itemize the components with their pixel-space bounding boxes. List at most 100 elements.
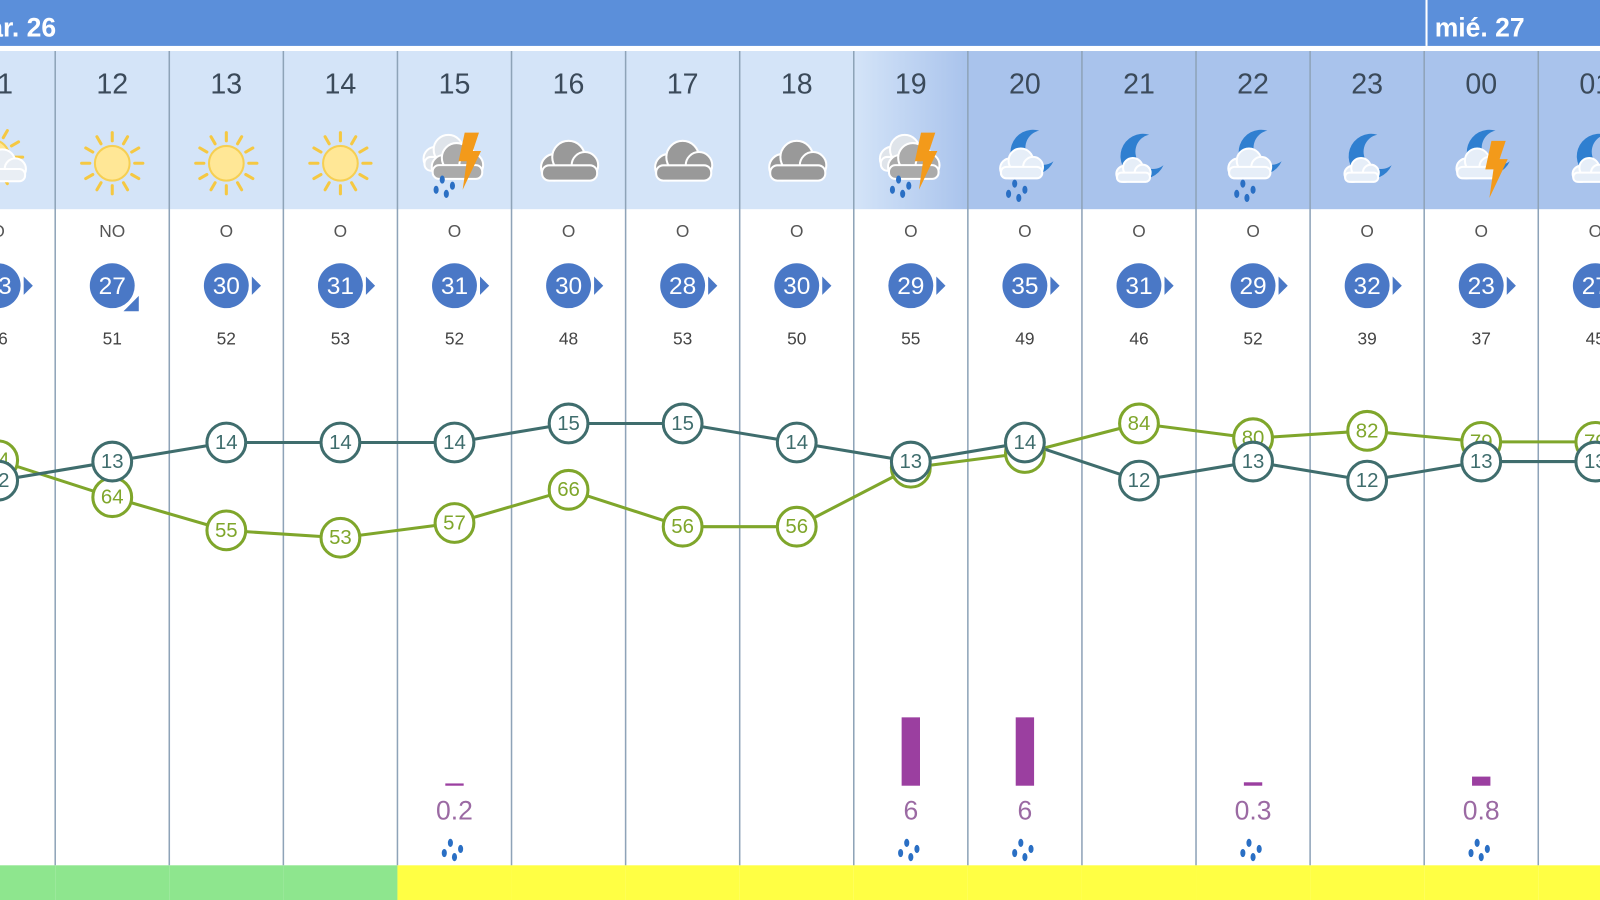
rain-drop	[451, 853, 458, 862]
humidity-point	[205, 509, 248, 552]
wind-gust: 37	[1472, 328, 1491, 348]
uv-strip	[853, 865, 968, 900]
rain-drop	[1012, 179, 1018, 188]
temperature-label: 15	[557, 413, 580, 435]
rain-drop	[1006, 189, 1012, 198]
wind-direction: O	[676, 221, 689, 241]
rain-drop	[898, 848, 904, 858]
hour-label: 18	[781, 68, 813, 100]
sun-ray	[84, 146, 95, 154]
cloud	[0, 148, 27, 183]
sun-ray	[323, 135, 331, 146]
wind-badge	[317, 263, 363, 309]
day-label: mié. 27	[1435, 13, 1525, 43]
wind-arrow	[1278, 276, 1288, 295]
temperature-point	[205, 421, 248, 464]
wind-badge	[1344, 263, 1390, 309]
temperature-label: 13	[101, 451, 124, 473]
hour-cell	[511, 51, 626, 210]
wind-arrow	[365, 276, 376, 295]
temperature-label: 14	[785, 432, 808, 454]
rain-drop	[1250, 853, 1256, 862]
wind-gust: 46	[0, 328, 8, 348]
wind-gust: 52	[445, 328, 464, 348]
day-header	[0, 0, 1600, 46]
cloud	[768, 139, 828, 182]
rain-drop	[1022, 853, 1028, 862]
uv-strip	[169, 865, 284, 900]
wind-direction: O	[1246, 221, 1259, 241]
cloud-base	[1572, 171, 1600, 183]
sun-ray	[312, 146, 323, 154]
hour-cell	[625, 51, 740, 210]
wind-gust: 50	[787, 328, 806, 348]
cloud-base	[887, 164, 940, 180]
rain-drop	[1474, 838, 1480, 847]
wind-badge	[0, 263, 21, 309]
temperature-point	[1232, 440, 1274, 483]
hour-label: 23	[1351, 68, 1383, 100]
uv-strip	[0, 865, 56, 900]
wind-gust: 51	[103, 328, 122, 348]
sun-ray	[350, 181, 358, 192]
wind-direction: O	[1018, 221, 1031, 241]
sun-ray	[236, 181, 244, 192]
wind-arrow	[708, 276, 718, 295]
wind-gust: 53	[331, 328, 350, 348]
cloud-base	[999, 165, 1044, 180]
temperature-point	[1574, 440, 1600, 483]
hour-label: 21	[1123, 68, 1155, 100]
rain-drop	[1028, 844, 1034, 854]
wind-speed: 30	[783, 273, 810, 300]
temperature-label: 14	[443, 432, 466, 454]
wind-speed: 28	[669, 273, 696, 300]
humidity-point	[775, 505, 818, 548]
precip-label: 0.3	[1235, 795, 1272, 825]
wind-arrow	[23, 276, 33, 295]
rain-drop	[1246, 838, 1252, 847]
sun-ray	[1, 129, 9, 140]
rain-drop	[1016, 193, 1022, 203]
temperature-point	[319, 421, 362, 464]
wind-gust: 46	[1129, 328, 1148, 348]
hour-label: 01	[1579, 68, 1600, 100]
wind-speed: 35	[1011, 273, 1038, 300]
rain-drop	[1250, 185, 1256, 194]
rain-drop	[433, 185, 439, 194]
rain-drop	[439, 175, 445, 184]
hour-label: 16	[553, 68, 585, 100]
temperature-point	[1118, 459, 1160, 502]
hour-label: 17	[667, 68, 699, 100]
rain-drop	[1244, 193, 1250, 203]
rain-drop	[458, 844, 464, 854]
rain-drop	[449, 181, 455, 190]
wind-arrow	[1164, 276, 1174, 295]
temperature-point	[661, 402, 704, 445]
temperature-label: 12	[1356, 470, 1379, 492]
temperature-label: 14	[1014, 432, 1037, 454]
wind-badge	[1458, 263, 1504, 309]
wind-arrow	[480, 276, 490, 295]
hour-label: 22	[1237, 68, 1269, 100]
precip-label: 6	[903, 795, 918, 825]
humidity-point	[319, 516, 362, 559]
rain-drop	[1240, 179, 1246, 188]
precip-label: 0.8	[1463, 795, 1500, 825]
lightning	[458, 132, 482, 190]
sun-ray	[84, 172, 95, 181]
wind-speed: 31	[441, 273, 468, 300]
temperature-point	[433, 421, 476, 464]
temperature-point	[1460, 440, 1503, 483]
wind-speed: 31	[327, 273, 354, 300]
rain-drop	[1234, 189, 1240, 198]
rain-drop	[904, 838, 910, 847]
wind-badge	[1230, 263, 1276, 309]
uv-strip	[283, 865, 398, 900]
cloud-base	[541, 164, 599, 182]
wind-gust: 45	[1586, 328, 1600, 348]
wind-gust: 49	[1015, 328, 1034, 348]
uv-strip	[55, 865, 170, 900]
sun-ray	[244, 146, 255, 154]
rain-drop	[1240, 848, 1246, 858]
wind-direction: O	[562, 221, 575, 241]
